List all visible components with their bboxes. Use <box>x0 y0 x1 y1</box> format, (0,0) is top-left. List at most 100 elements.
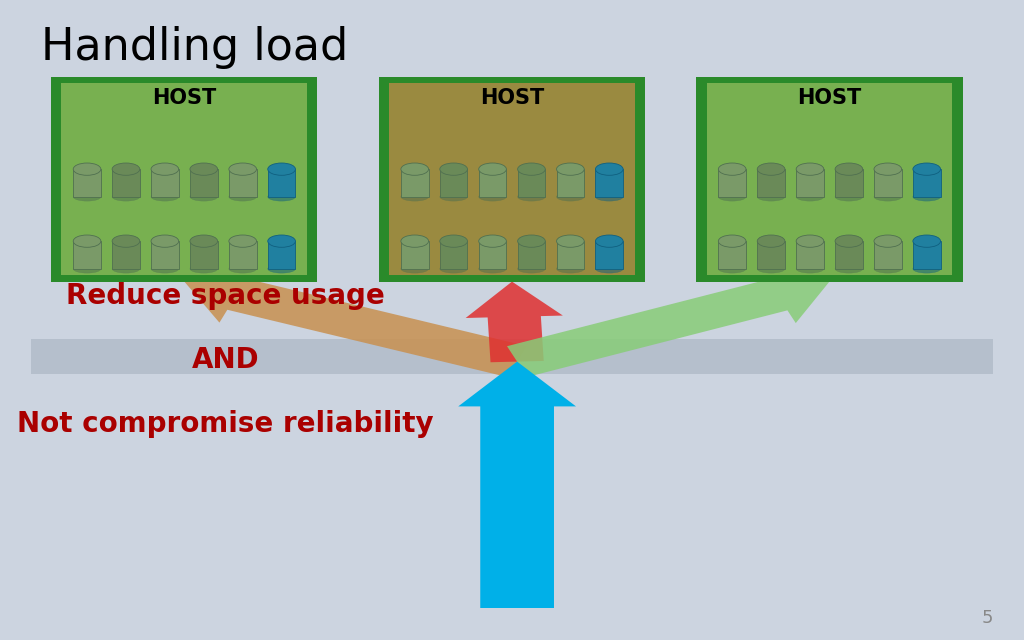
Ellipse shape <box>440 193 468 201</box>
Ellipse shape <box>518 235 545 247</box>
Ellipse shape <box>112 193 139 201</box>
Ellipse shape <box>557 193 584 201</box>
FancyArrow shape <box>466 282 563 362</box>
Bar <box>707 83 952 275</box>
Ellipse shape <box>400 193 429 201</box>
Bar <box>913 241 941 269</box>
Bar <box>61 83 307 275</box>
Ellipse shape <box>518 193 545 201</box>
Bar <box>478 169 506 197</box>
Bar <box>696 77 963 282</box>
Ellipse shape <box>190 193 218 201</box>
Ellipse shape <box>267 235 295 247</box>
Ellipse shape <box>151 264 178 273</box>
Text: HOST: HOST <box>798 88 861 108</box>
Text: 5: 5 <box>982 609 993 627</box>
Ellipse shape <box>874 193 902 201</box>
Bar <box>31 339 993 374</box>
Ellipse shape <box>74 235 100 247</box>
FancyArrow shape <box>459 362 575 608</box>
Ellipse shape <box>518 264 545 273</box>
Ellipse shape <box>74 264 100 273</box>
Bar <box>151 169 178 197</box>
Text: AND: AND <box>191 346 259 374</box>
Bar <box>836 241 863 269</box>
Bar <box>518 241 546 269</box>
Bar <box>401 241 429 269</box>
Bar <box>797 241 824 269</box>
Bar <box>74 169 100 197</box>
Ellipse shape <box>719 163 745 175</box>
Bar <box>719 169 746 197</box>
Ellipse shape <box>874 264 902 273</box>
Bar <box>913 169 941 197</box>
Ellipse shape <box>190 163 218 175</box>
Ellipse shape <box>112 235 139 247</box>
Ellipse shape <box>596 264 623 273</box>
Ellipse shape <box>719 193 745 201</box>
Ellipse shape <box>440 264 468 273</box>
Ellipse shape <box>478 193 506 201</box>
Ellipse shape <box>74 163 100 175</box>
Bar <box>478 241 506 269</box>
Ellipse shape <box>719 264 745 273</box>
Ellipse shape <box>112 163 139 175</box>
Ellipse shape <box>836 235 863 247</box>
Ellipse shape <box>758 163 785 175</box>
Ellipse shape <box>190 235 218 247</box>
Bar <box>596 169 623 197</box>
FancyArrow shape <box>507 267 829 377</box>
Bar <box>719 241 746 269</box>
Bar <box>557 241 584 269</box>
Ellipse shape <box>758 193 785 201</box>
Bar <box>267 241 295 269</box>
Ellipse shape <box>913 193 940 201</box>
Ellipse shape <box>874 235 902 247</box>
Ellipse shape <box>228 193 256 201</box>
Ellipse shape <box>557 264 584 273</box>
Ellipse shape <box>913 235 940 247</box>
Ellipse shape <box>596 235 623 247</box>
Ellipse shape <box>836 193 863 201</box>
Ellipse shape <box>190 264 218 273</box>
Bar <box>836 169 863 197</box>
Ellipse shape <box>440 163 468 175</box>
Ellipse shape <box>874 163 902 175</box>
Bar <box>874 169 902 197</box>
Ellipse shape <box>797 235 823 247</box>
Ellipse shape <box>151 163 178 175</box>
Ellipse shape <box>478 264 506 273</box>
Bar <box>112 241 139 269</box>
Ellipse shape <box>478 235 506 247</box>
Ellipse shape <box>400 235 429 247</box>
Ellipse shape <box>758 235 785 247</box>
Ellipse shape <box>151 193 178 201</box>
Ellipse shape <box>228 264 256 273</box>
Ellipse shape <box>478 163 506 175</box>
Bar <box>874 241 902 269</box>
Ellipse shape <box>913 264 940 273</box>
Bar <box>557 169 584 197</box>
Bar <box>401 169 429 197</box>
Bar <box>518 169 546 197</box>
Ellipse shape <box>913 163 940 175</box>
Ellipse shape <box>797 163 823 175</box>
Bar <box>51 77 317 282</box>
Ellipse shape <box>400 264 429 273</box>
Ellipse shape <box>440 235 468 247</box>
Text: Reduce space usage: Reduce space usage <box>66 282 385 310</box>
Bar <box>596 241 623 269</box>
Bar <box>228 169 256 197</box>
Ellipse shape <box>151 235 178 247</box>
Bar <box>758 241 785 269</box>
Ellipse shape <box>557 235 584 247</box>
Ellipse shape <box>557 163 584 175</box>
Ellipse shape <box>267 193 295 201</box>
Bar <box>379 77 645 282</box>
Bar <box>389 83 635 275</box>
Ellipse shape <box>228 163 256 175</box>
Bar <box>151 241 178 269</box>
Bar <box>797 169 824 197</box>
Text: HOST: HOST <box>480 88 544 108</box>
Ellipse shape <box>228 235 256 247</box>
